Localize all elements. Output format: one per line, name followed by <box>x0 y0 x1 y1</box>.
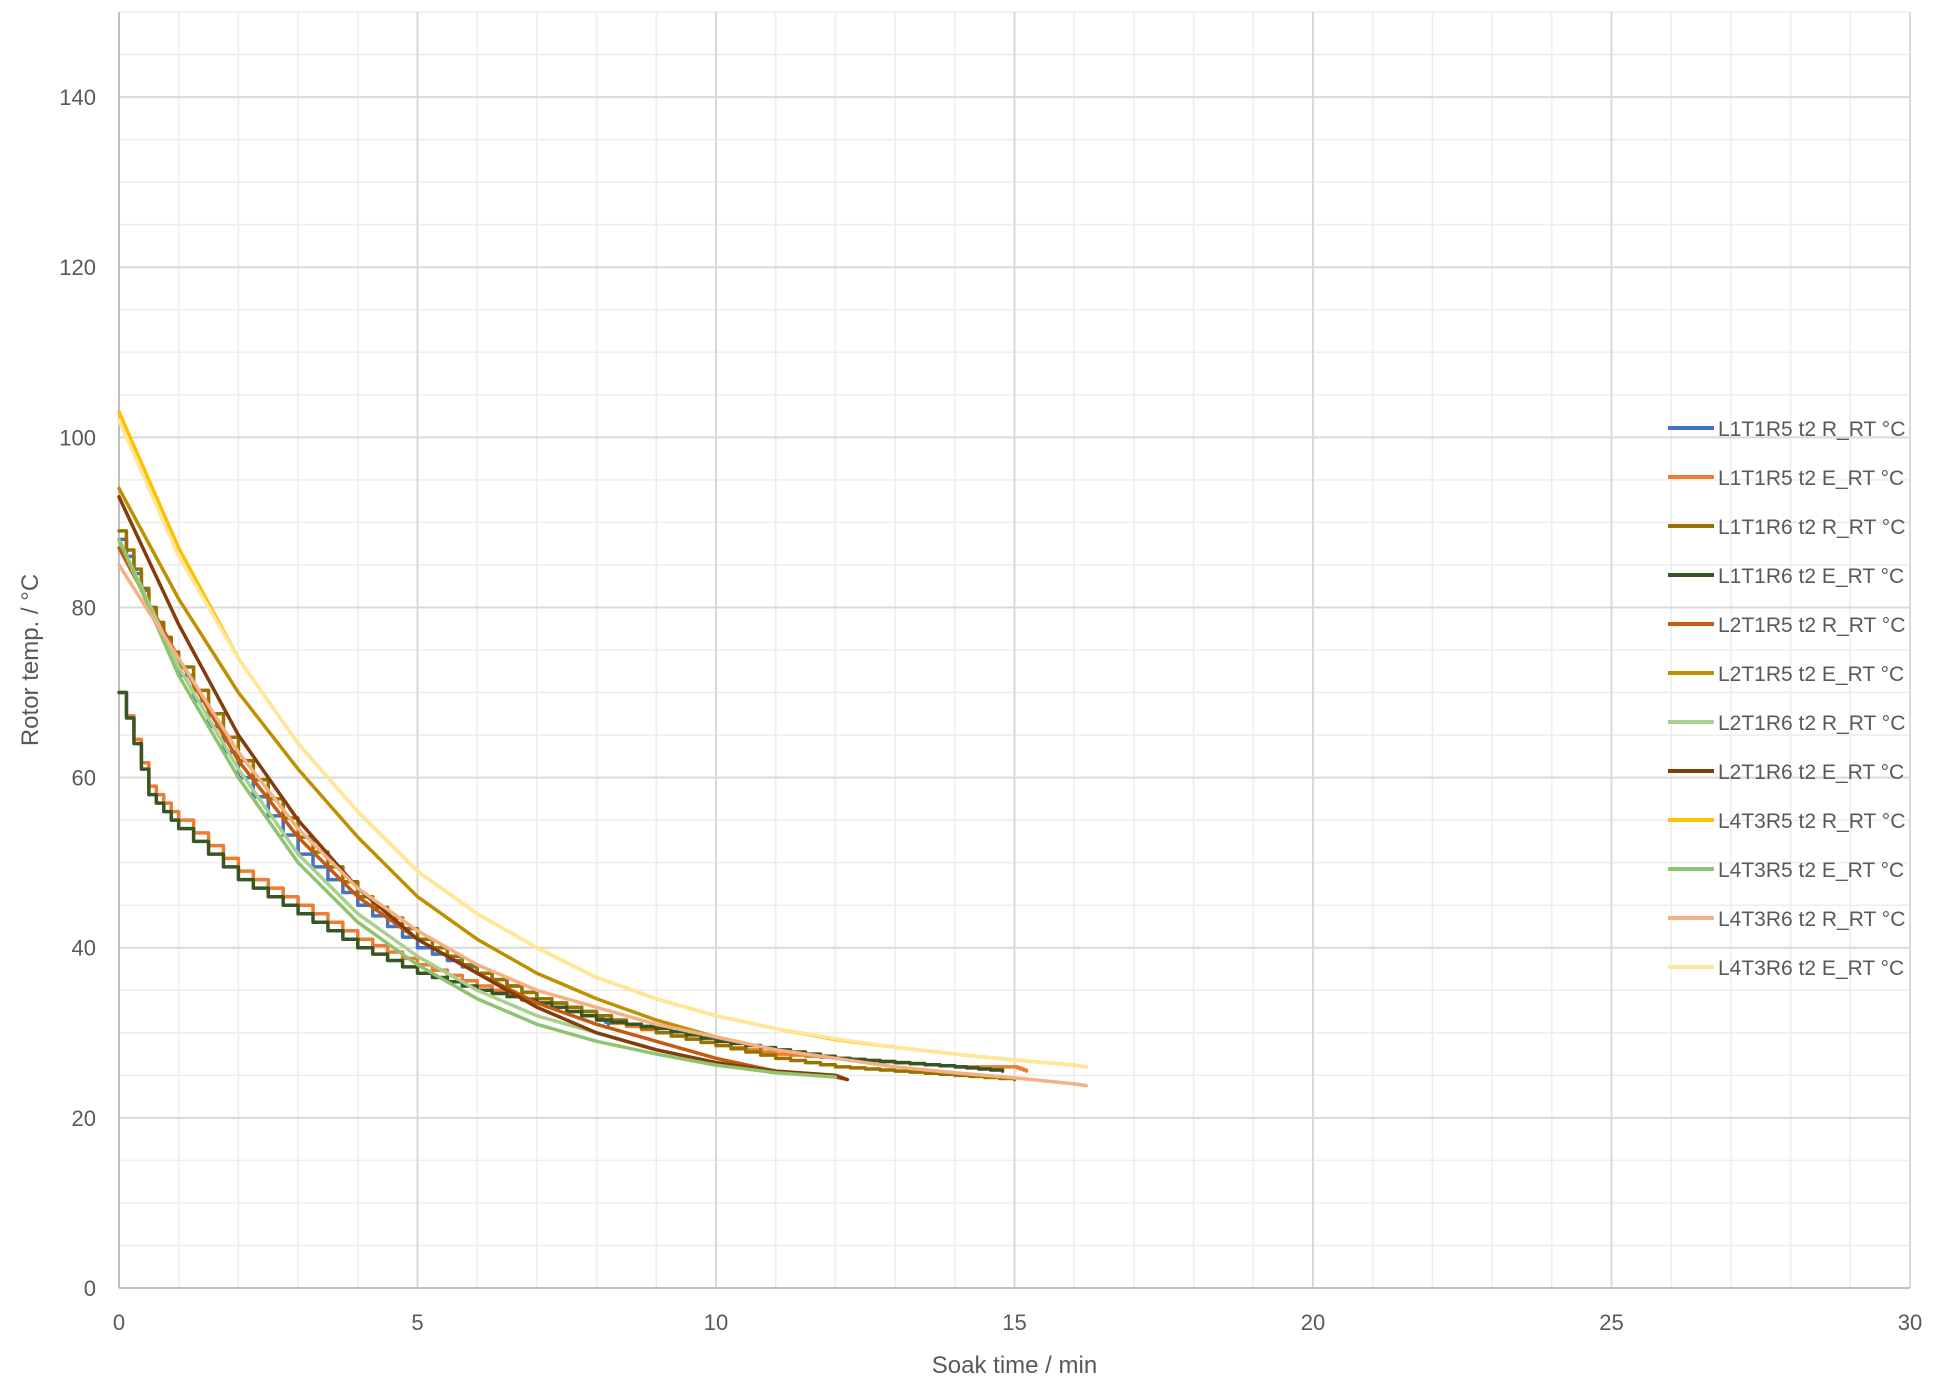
x-tick-label: 0 <box>113 1310 125 1335</box>
legend-entry-label: L1T1R6 t2 E_RT °C <box>1718 565 1904 588</box>
series-line-11 <box>117 563 1088 1088</box>
x-axis-title: Soak time / min <box>932 1352 1097 1379</box>
y-tick-label: 0 <box>84 1276 96 1301</box>
legend-entry-label: L1T1R6 t2 R_RT °C <box>1718 516 1905 539</box>
series-line-8 <box>117 495 850 1082</box>
x-tick-label: 20 <box>1301 1310 1325 1335</box>
y-tick-labels: 0 20 40 60 80 100 120 140 <box>59 85 96 1301</box>
y-tick-label: 20 <box>72 1106 96 1131</box>
major-gridlines <box>119 12 1911 1288</box>
legend: L1T1R5 t2 R_RT °C L1T1R5 t2 E_RT °C L1T1R6… <box>1668 418 1905 980</box>
x-tick-label: 25 <box>1599 1310 1623 1335</box>
legend-entry-label: L1T1R5 t2 R_RT °C <box>1718 418 1905 441</box>
y-axis-title: Rotor temp. / °C <box>17 574 44 746</box>
series-line-4 <box>117 690 1005 1073</box>
x-tick-label: 10 <box>704 1310 728 1335</box>
y-tick-label: 80 <box>72 595 96 620</box>
x-tick-label: 30 <box>1898 1310 1922 1335</box>
legend-entry-label: L2T1R6 t2 E_RT °C <box>1718 761 1904 784</box>
y-tick-label: 60 <box>72 766 96 791</box>
series-line-1 <box>117 537 611 1027</box>
y-tick-label: 120 <box>59 255 96 280</box>
legend-entry-label: L2T1R5 t2 R_RT °C <box>1718 614 1905 637</box>
y-tick-label: 100 <box>59 425 96 450</box>
y-tick-label: 140 <box>59 85 96 110</box>
legend-entry-label: L2T1R6 t2 R_RT °C <box>1718 712 1905 735</box>
legend-entry-label: L4T3R6 t2 R_RT °C <box>1718 908 1905 931</box>
legend-entry-label: L4T3R5 t2 R_RT °C <box>1718 810 1905 833</box>
x-tick-label: 15 <box>1002 1310 1026 1335</box>
series-line-10 <box>117 537 838 1079</box>
legend-entry-label: L4T3R6 t2 E_RT °C <box>1718 957 1904 980</box>
y-tick-label: 40 <box>72 936 96 961</box>
axes <box>118 12 1910 1289</box>
legend-entry-label: L1T1R5 t2 E_RT °C <box>1718 467 1904 490</box>
series-line-9 <box>117 410 1088 1069</box>
series-lines <box>117 410 1088 1088</box>
x-tick-label: 5 <box>411 1310 423 1335</box>
legend-entry-label: L4T3R5 t2 E_RT °C <box>1718 859 1904 882</box>
x-tick-labels: 0 5 10 15 20 25 30 <box>113 1310 1922 1335</box>
legend-entry-label: L2T1R5 t2 E_RT °C <box>1718 663 1904 686</box>
series-line-12 <box>117 418 1088 1069</box>
